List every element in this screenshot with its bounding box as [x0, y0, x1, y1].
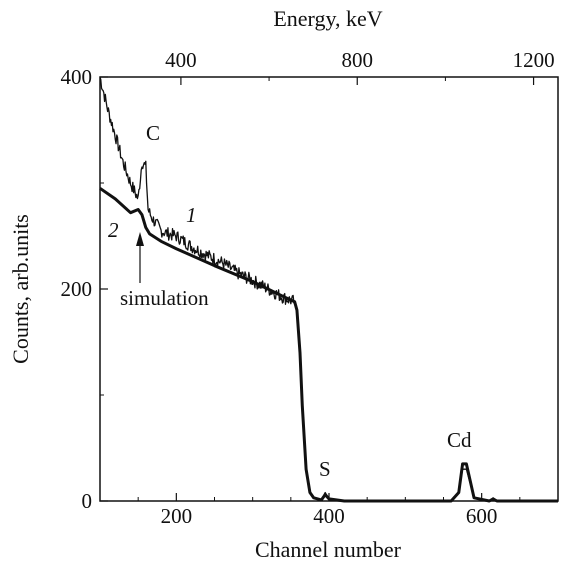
x2-axis-title: Energy, keV	[273, 6, 382, 31]
x-tick-label: 400	[313, 504, 345, 528]
series-layer	[99, 76, 558, 503]
simulation-arrow-head	[136, 232, 144, 246]
top-axis-ticks: 400 800 1200	[165, 48, 555, 85]
series-2-line	[99, 187, 558, 503]
x2-tick-label: 1200	[513, 48, 555, 72]
x-tick-label: 200	[161, 504, 193, 528]
y-tick-label: 200	[61, 277, 93, 301]
y-axis-ticks: 0 200 400	[61, 65, 108, 513]
y-tick-label: 400	[61, 65, 93, 89]
y-tick-label: 0	[82, 489, 93, 513]
y-axis-title: Counts, arb.units	[8, 214, 33, 364]
annotation-series-2: 2	[108, 218, 119, 242]
annotation-series-1: 1	[186, 203, 197, 227]
x2-tick-label: 800	[341, 48, 373, 72]
x-tick-label: 600	[466, 504, 498, 528]
x-axis-ticks: 200 400 600	[137, 493, 521, 528]
annotation-cd: Cd	[447, 428, 472, 452]
annotation-simulation: simulation	[120, 286, 209, 310]
annotation-s: S	[319, 457, 331, 481]
x-axis-title: Channel number	[255, 537, 402, 562]
x2-tick-label: 400	[165, 48, 197, 72]
annotation-c: C	[146, 121, 160, 145]
